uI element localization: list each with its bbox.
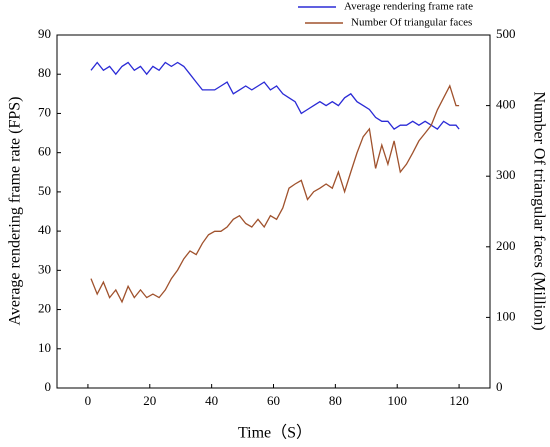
y2-tick-label: 200 <box>496 238 516 253</box>
y-tick-label: 0 <box>45 379 52 394</box>
x-tick-label: 0 <box>85 393 92 408</box>
y2-tick-label: 100 <box>496 308 516 323</box>
y-tick-label: 10 <box>38 340 51 355</box>
y-tick-label: 90 <box>38 26 51 41</box>
x-tick-label: 100 <box>387 393 407 408</box>
x-tick-label: 120 <box>449 393 469 408</box>
x-tick-label: 80 <box>329 393 342 408</box>
x-axis-label: Time（S） <box>238 424 312 442</box>
y2-axis-label: Number Of triangular faces (Million) <box>530 91 547 330</box>
y-tick-label: 40 <box>38 222 51 237</box>
series-line <box>90 61 460 130</box>
y-tick-label: 70 <box>38 104 51 119</box>
series-line <box>90 84 460 304</box>
y2-tick-label: 500 <box>496 26 516 41</box>
y2-tick-label: 300 <box>496 167 516 182</box>
y-tick-label: 20 <box>38 301 51 316</box>
y-tick-label: 30 <box>38 261 51 276</box>
legend-label: Average rendering frame rate <box>344 1 473 13</box>
y-tick-label: 80 <box>38 65 51 80</box>
y2-tick-label: 400 <box>496 97 516 112</box>
y-axis-label: Average rendering frame rate (FPS) <box>7 97 24 326</box>
y-tick-label: 50 <box>38 183 51 198</box>
legend-label: Number Of triangular faces <box>351 17 472 29</box>
y-tick-label: 60 <box>38 144 51 159</box>
x-tick-label: 20 <box>143 393 156 408</box>
x-tick-label: 40 <box>205 393 218 408</box>
x-tick-label: 60 <box>267 393 280 408</box>
y2-tick-label: 0 <box>496 379 503 394</box>
